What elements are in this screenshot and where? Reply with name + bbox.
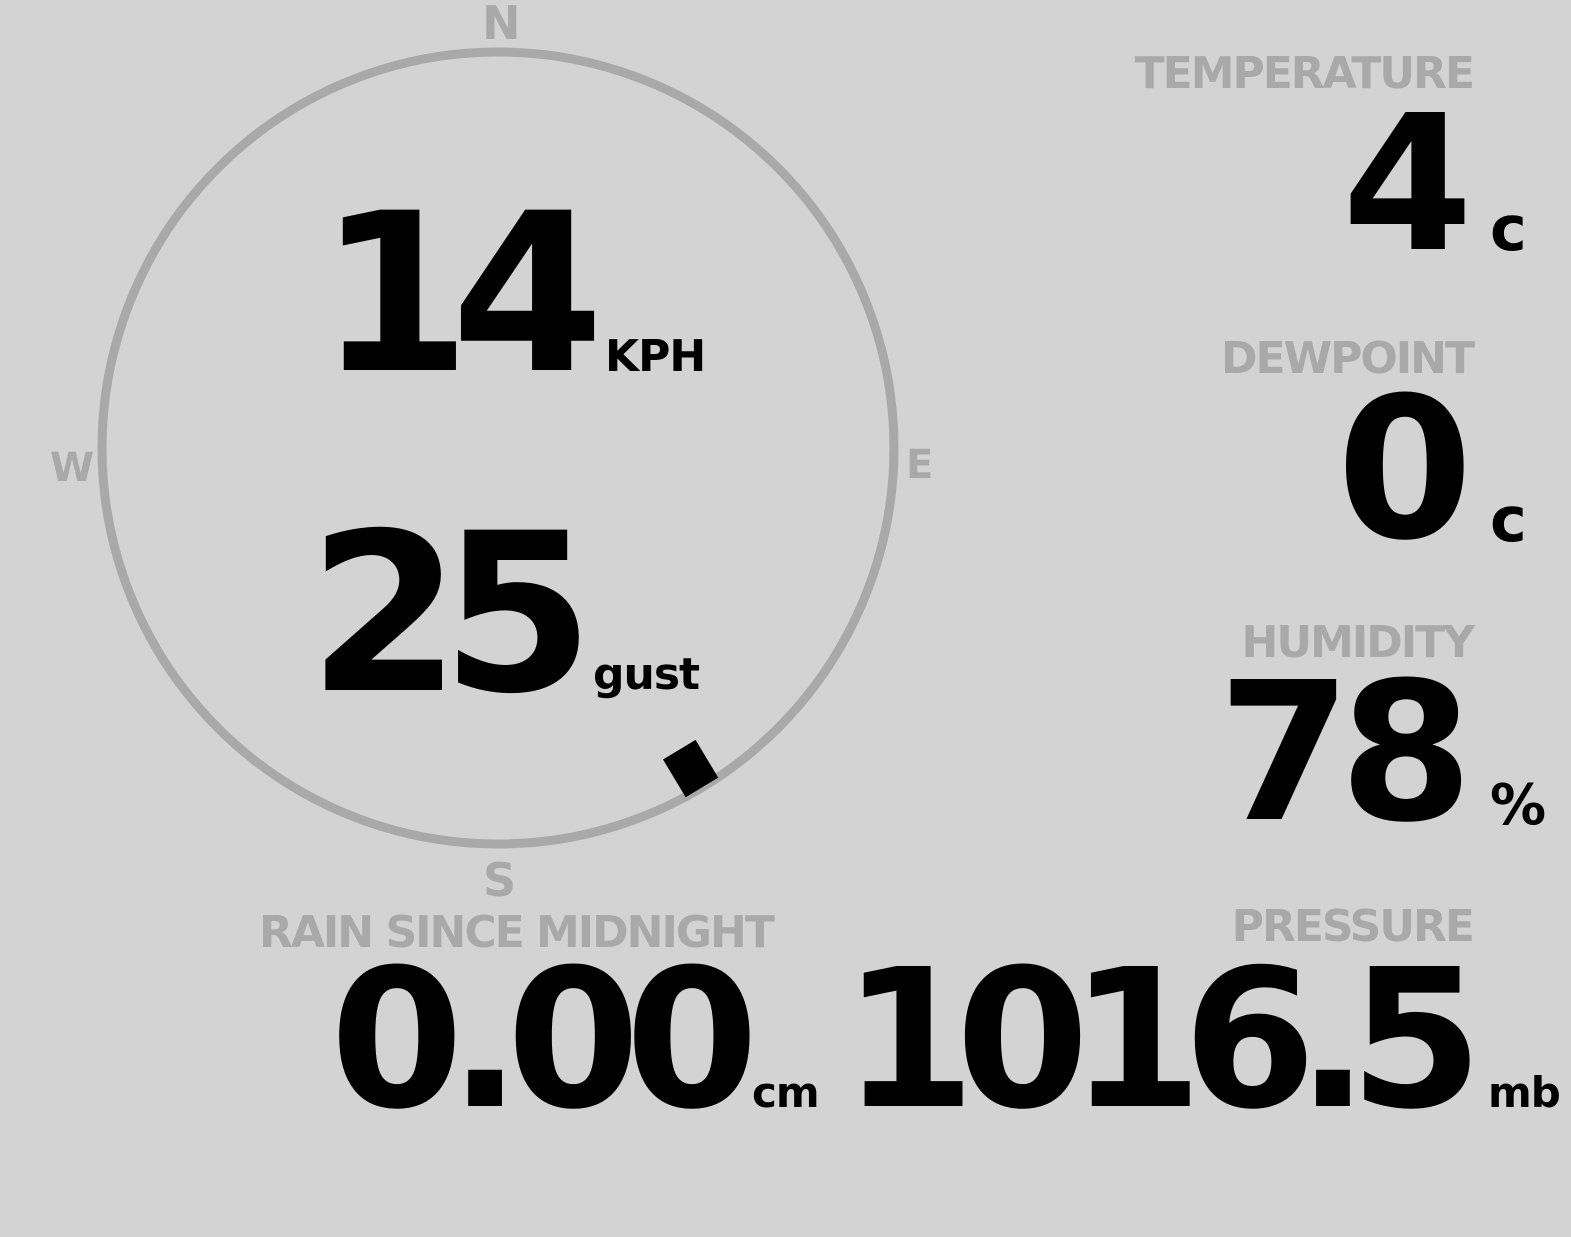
humidity-unit: % xyxy=(1490,773,1547,838)
wind-speed-value: 14 xyxy=(318,166,604,422)
wind-speed-unit: KPH xyxy=(605,331,706,382)
rain-label: RAIN SINCE MIDNIGHT xyxy=(259,907,775,958)
humidity-value: 78 xyxy=(1217,642,1473,865)
wind-direction-marker xyxy=(663,739,719,798)
rain-unit: cm xyxy=(752,1068,820,1117)
pressure-label: PRESSURE xyxy=(1231,901,1475,952)
humidity-label: HUMIDITY xyxy=(1241,617,1475,668)
temperature-unit: c xyxy=(1490,192,1527,265)
rain-value: 0.00 xyxy=(330,929,759,1152)
compass-ring xyxy=(97,47,899,849)
dewpoint-value: 0 xyxy=(1336,356,1473,584)
pressure-value: 1016.5 xyxy=(842,929,1483,1152)
dewpoint-label: DEWPOINT xyxy=(1221,333,1475,384)
pressure-unit: mb xyxy=(1488,1068,1561,1117)
wind-gust-unit: gust xyxy=(593,649,700,700)
wind-gust-value: 25 xyxy=(308,486,594,742)
compass-east-label: E xyxy=(906,442,934,488)
compass-north-label: N xyxy=(482,0,521,50)
temperature-label: TEMPERATURE xyxy=(1134,48,1475,99)
temperature-value: 4 xyxy=(1342,75,1473,294)
compass-west-label: W xyxy=(50,445,95,491)
compass-south-label: S xyxy=(483,853,517,907)
dewpoint-unit: c xyxy=(1490,483,1527,556)
